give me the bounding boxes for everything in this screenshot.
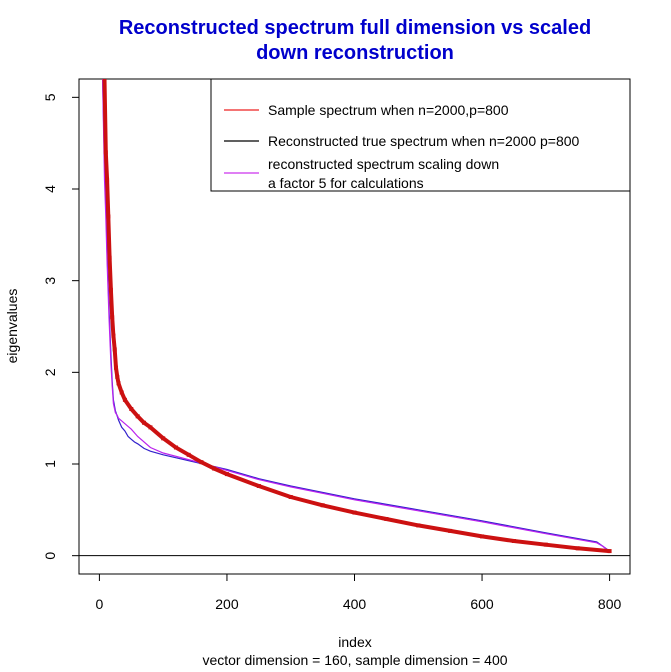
legend-label-2: a factor 5 for calculations <box>268 175 424 191</box>
legend-label-0: Sample spectrum when n=2000,p=800 <box>268 102 509 118</box>
data-point <box>102 79 107 81</box>
data-point <box>142 420 147 425</box>
y-tick-label: 2 <box>42 368 58 376</box>
legend-label-1: Reconstructed true spectrum when n=2000 … <box>268 133 580 149</box>
data-point <box>607 549 612 554</box>
data-point <box>448 528 453 533</box>
data-point <box>106 214 111 219</box>
data-point <box>186 452 191 457</box>
data-point <box>543 542 548 547</box>
data-point <box>212 466 217 471</box>
chart-title-line-1: Reconstructed spectrum full dimension vs… <box>119 17 591 39</box>
series-line-2 <box>102 79 610 553</box>
y-tick-label: 5 <box>42 93 58 101</box>
series-point-trace <box>102 79 610 554</box>
x-tick-label: 600 <box>470 596 494 612</box>
y-tick-label: 0 <box>42 552 58 560</box>
y-tick-label: 3 <box>42 277 58 285</box>
x-tick-label: 800 <box>598 596 622 612</box>
series-layer <box>102 79 612 554</box>
data-point <box>148 425 153 430</box>
data-point <box>511 539 516 543</box>
data-point <box>199 460 204 465</box>
data-point <box>110 315 115 320</box>
legend-label-2: reconstructed spectrum scaling down <box>268 156 499 172</box>
data-point <box>135 414 140 419</box>
data-point <box>256 484 261 488</box>
data-point <box>116 381 121 386</box>
data-point <box>103 150 108 155</box>
data-point <box>129 407 134 411</box>
data-point <box>119 390 124 395</box>
data-point <box>384 517 389 521</box>
data-point <box>112 347 117 352</box>
data-point <box>122 397 127 402</box>
data-point <box>480 534 485 539</box>
x-axis: 0 200 400 600 800 <box>96 574 622 612</box>
data-point <box>161 436 166 441</box>
data-point <box>173 445 178 450</box>
x-axis-subtitle: vector dimension = 160, sample dimension… <box>202 652 507 668</box>
data-point <box>320 503 325 508</box>
data-point <box>105 177 110 182</box>
y-tick-label: 4 <box>42 185 58 193</box>
data-point <box>115 374 120 379</box>
data-point <box>107 255 112 260</box>
x-axis-label: index <box>338 634 371 650</box>
legend-box <box>210 78 631 192</box>
y-axis-label: eigenvalues <box>4 289 20 364</box>
x-tick-label: 0 <box>96 596 104 612</box>
chart-title-line-2: down reconstruction <box>256 42 454 64</box>
data-point <box>111 333 116 338</box>
x-tick-label: 400 <box>343 596 367 612</box>
data-point <box>352 510 357 515</box>
data-point <box>575 546 580 551</box>
data-point <box>288 495 293 499</box>
x-tick-label: 200 <box>215 596 239 612</box>
data-point <box>416 523 421 528</box>
data-point <box>113 365 118 370</box>
data-point <box>224 472 229 477</box>
legend: Sample spectrum when n=2000,p=800 Reconst… <box>210 78 631 192</box>
y-axis: 0 1 2 3 4 5 <box>42 93 79 560</box>
y-tick-label: 1 <box>42 460 58 468</box>
data-point <box>108 287 113 292</box>
